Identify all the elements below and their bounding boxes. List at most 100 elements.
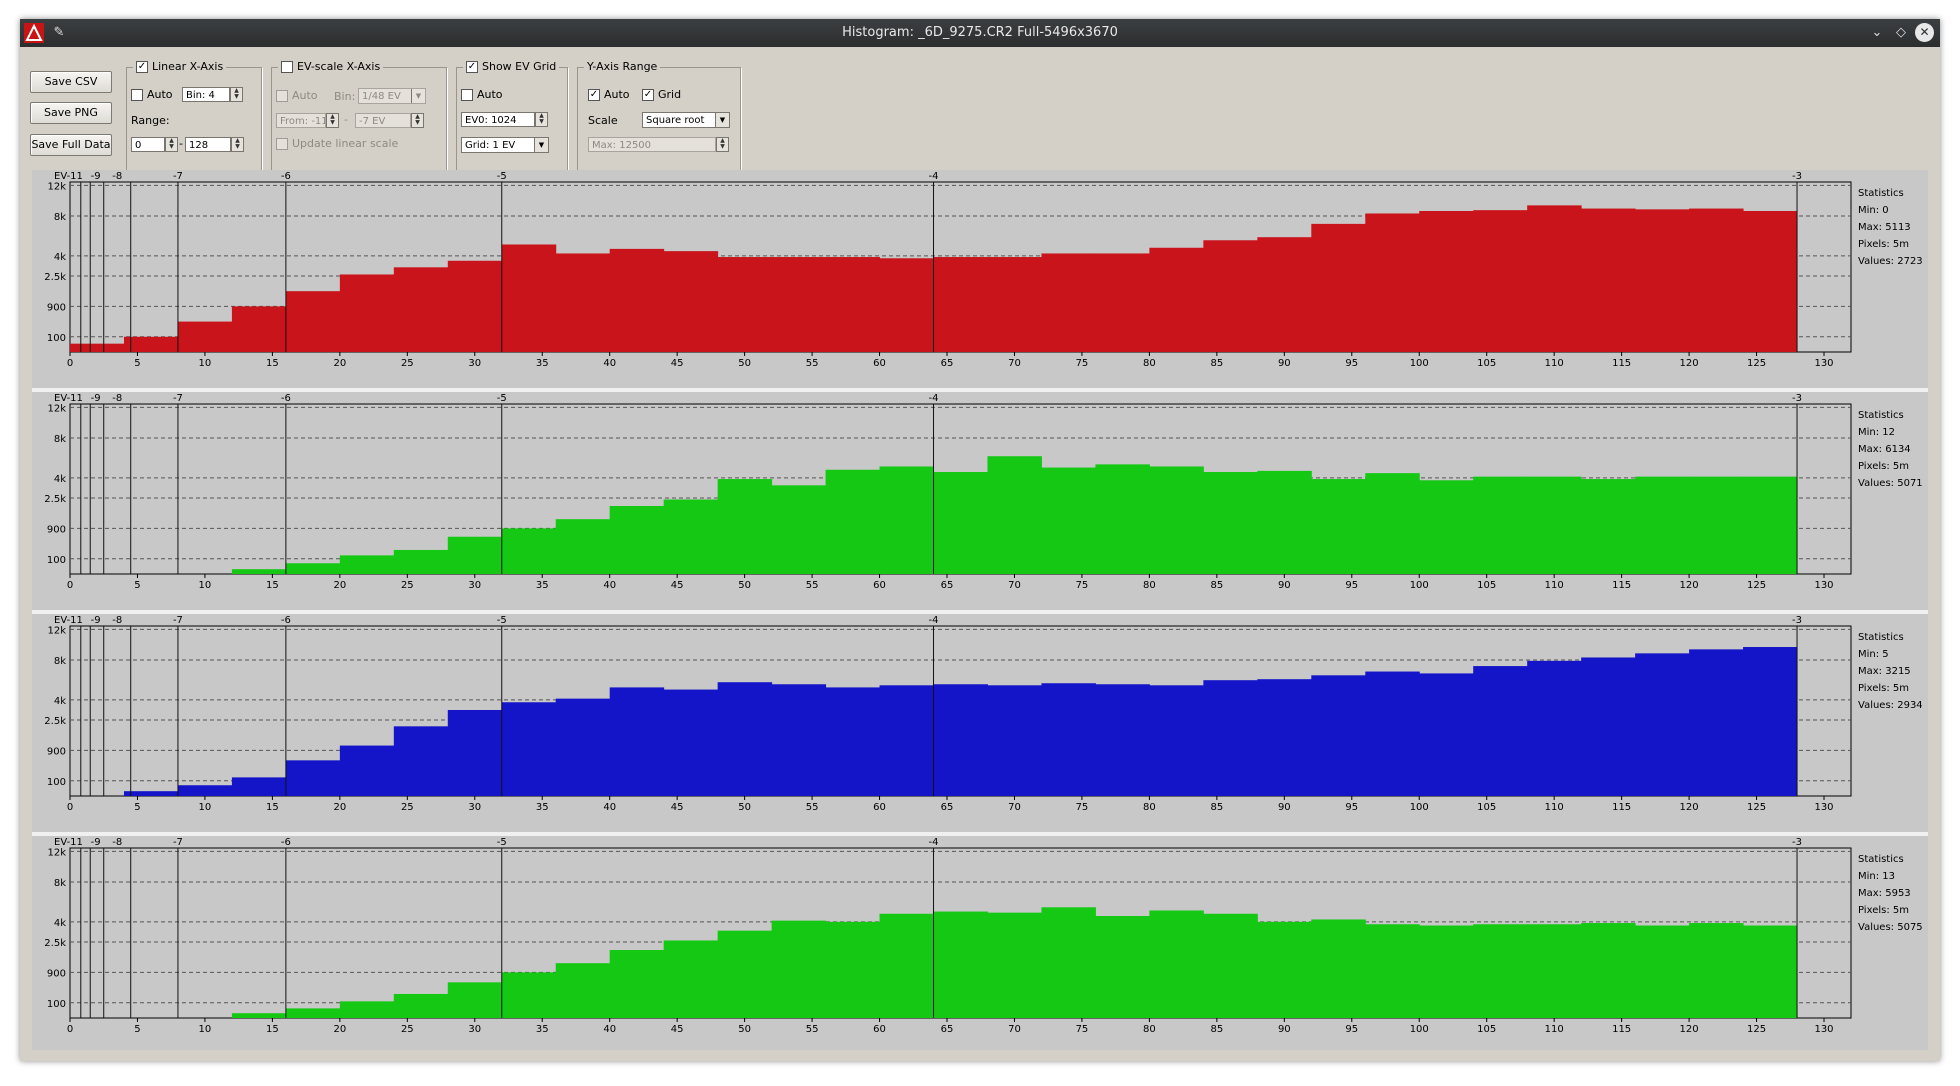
histogram-bar bbox=[1743, 925, 1798, 1018]
ev-scale-x-axis-checkbox[interactable] bbox=[281, 60, 293, 73]
y-auto-label: Auto bbox=[604, 88, 630, 101]
histogram-bar bbox=[771, 257, 827, 352]
ev-to-input[interactable]: -7 EV bbox=[355, 113, 411, 128]
histogram-bar bbox=[609, 248, 665, 352]
x-tick-label: 70 bbox=[1008, 580, 1021, 591]
ev-auto-toggle[interactable]: Auto bbox=[276, 89, 318, 102]
histogram-bar bbox=[771, 684, 827, 796]
ev0-input[interactable]: EV0: 1024 bbox=[461, 112, 535, 127]
ev-grid-auto-toggle[interactable]: Auto bbox=[461, 88, 503, 101]
histogram-bar bbox=[1311, 223, 1366, 352]
ev-scale-x-axis-toggle[interactable]: EV-scale X-Axis bbox=[278, 60, 384, 73]
ev-grid-auto-label: Auto bbox=[477, 88, 503, 101]
histogram-panel-1: 12k 8k 4k 2.5k 900 100 EV-11 -9 -8 -7 -6 -5 -4 -3 0 5 10… bbox=[32, 392, 1928, 614]
ev-to-stepper[interactable]: ▲ ▼ bbox=[411, 113, 424, 128]
ev-tick-label: -4 bbox=[929, 393, 939, 404]
title-bar[interactable]: ✎ Histogram: _6D_9275.CR2 Full-5496x3670… bbox=[20, 19, 1940, 47]
save-png-button[interactable]: Save PNG bbox=[30, 102, 112, 124]
x-tick-label: 25 bbox=[401, 802, 414, 813]
ev-auto-checkbox[interactable] bbox=[276, 89, 288, 102]
x-tick-label: 115 bbox=[1612, 1024, 1631, 1035]
y-auto-toggle[interactable]: ✓ Auto bbox=[588, 88, 630, 101]
range-from-stepper[interactable]: ▲ ▼ bbox=[165, 137, 178, 152]
statistics-text: Values: 2934 bbox=[1858, 700, 1923, 711]
maximize-icon[interactable]: ◇ bbox=[1896, 25, 1906, 40]
x-tick-label: 55 bbox=[806, 358, 819, 369]
ev-tick-label: -3 bbox=[1792, 171, 1802, 182]
x-tick-label: 35 bbox=[536, 1024, 549, 1035]
save-csv-button[interactable]: Save CSV bbox=[30, 71, 112, 93]
ev-bin-select[interactable]: 1/48 EV ▼ bbox=[358, 88, 426, 104]
y-auto-checkbox[interactable]: ✓ bbox=[588, 88, 600, 101]
ev-bin-label: Bin: bbox=[334, 90, 356, 103]
update-linear-scale-label: Update linear scale bbox=[292, 137, 399, 150]
histogram-bar bbox=[933, 684, 988, 796]
histogram-bar bbox=[1365, 213, 1420, 352]
minimize-icon[interactable]: ⌄ bbox=[1871, 25, 1883, 40]
y-max-stepper[interactable]: ▲ ▼ bbox=[716, 137, 729, 152]
y-tick-label: 900 bbox=[47, 746, 66, 757]
update-linear-scale-toggle[interactable]: Update linear scale bbox=[276, 137, 398, 150]
histogram-bar bbox=[771, 485, 827, 574]
histogram-bar bbox=[1419, 480, 1474, 574]
x-tick-label: 40 bbox=[603, 358, 616, 369]
statistics-text: Statistics bbox=[1858, 632, 1904, 643]
histogram-bar bbox=[1527, 476, 1582, 574]
grid-select[interactable]: Grid: 1 EV ▼ bbox=[461, 137, 549, 153]
y-tick-label: 2.5k bbox=[44, 938, 66, 949]
ev0-stepper[interactable]: ▲ ▼ bbox=[535, 112, 548, 127]
close-icon[interactable]: ✕ bbox=[1915, 23, 1934, 42]
x-tick-label: 90 bbox=[1278, 358, 1291, 369]
linear-x-axis-checkbox[interactable]: ✓ bbox=[136, 60, 148, 73]
histogram-bar bbox=[231, 1013, 287, 1018]
linear-auto-toggle[interactable]: Auto bbox=[131, 88, 173, 101]
statistics-text: Statistics bbox=[1858, 188, 1904, 199]
histogram-bar bbox=[933, 911, 988, 1018]
x-tick-label: 85 bbox=[1210, 802, 1223, 813]
x-tick-label: 105 bbox=[1477, 802, 1496, 813]
linear-auto-checkbox[interactable] bbox=[131, 88, 143, 101]
x-tick-label: 55 bbox=[806, 802, 819, 813]
y-grid-toggle[interactable]: ✓ Grid bbox=[642, 88, 681, 101]
show-ev-grid-checkbox[interactable]: ✓ bbox=[466, 60, 478, 73]
statistics-text: Pixels: 5m bbox=[1858, 905, 1909, 916]
ev-from-stepper[interactable]: ▲ ▼ bbox=[326, 113, 339, 128]
x-tick-label: 115 bbox=[1612, 802, 1631, 813]
range-to-stepper[interactable]: ▲ ▼ bbox=[231, 137, 244, 152]
histogram-bar bbox=[1095, 684, 1150, 796]
x-tick-label: 85 bbox=[1210, 358, 1223, 369]
panel-separator[interactable] bbox=[32, 610, 1928, 614]
show-ev-grid-toggle[interactable]: ✓ Show EV Grid bbox=[463, 60, 560, 73]
range-from-input[interactable]: 0 bbox=[131, 137, 165, 152]
y-grid-checkbox[interactable]: ✓ bbox=[642, 88, 654, 101]
histogram-bar bbox=[1365, 671, 1420, 796]
bin-stepper[interactable]: ▲ ▼ bbox=[230, 87, 243, 102]
ev-tick-label: EV-11 bbox=[54, 393, 83, 404]
histogram-bar bbox=[1149, 466, 1204, 574]
linear-x-axis-group: ✓ Linear X-Axis Auto Bin: 4 ▲ ▼ Range: 0 … bbox=[126, 60, 262, 181]
ev-grid-auto-checkbox[interactable] bbox=[461, 88, 473, 101]
histogram-bar bbox=[1635, 925, 1690, 1018]
save-full-data-button[interactable]: Save Full Data bbox=[30, 134, 112, 156]
linear-x-axis-toggle[interactable]: ✓ Linear X-Axis bbox=[133, 60, 227, 73]
y-max-input[interactable]: Max: 12500 bbox=[588, 137, 716, 152]
statistics-text: Min: 12 bbox=[1858, 427, 1895, 438]
ev-from-input[interactable]: From: -11 bbox=[276, 113, 326, 128]
bin-input[interactable]: Bin: 4 bbox=[182, 87, 230, 102]
panel-separator[interactable] bbox=[32, 832, 1928, 836]
range-to-input[interactable]: 128 bbox=[185, 137, 231, 152]
histogram-bar bbox=[1743, 210, 1798, 352]
x-tick-label: 105 bbox=[1477, 358, 1496, 369]
ev-tick-label: -5 bbox=[497, 171, 507, 182]
scale-select[interactable]: Square root ▼ bbox=[642, 112, 730, 128]
histogram-bar bbox=[1041, 907, 1096, 1018]
pin-icon[interactable]: ✎ bbox=[53, 25, 65, 40]
x-tick-label: 30 bbox=[468, 1024, 481, 1035]
y-tick-label: 8k bbox=[54, 434, 66, 445]
x-tick-label: 110 bbox=[1545, 1024, 1564, 1035]
panel-separator[interactable] bbox=[32, 388, 1928, 392]
y-tick-label: 4k bbox=[54, 918, 66, 929]
x-tick-label: 60 bbox=[873, 802, 886, 813]
update-linear-scale-checkbox[interactable] bbox=[276, 137, 288, 150]
ev-tick-label: -4 bbox=[929, 615, 939, 626]
